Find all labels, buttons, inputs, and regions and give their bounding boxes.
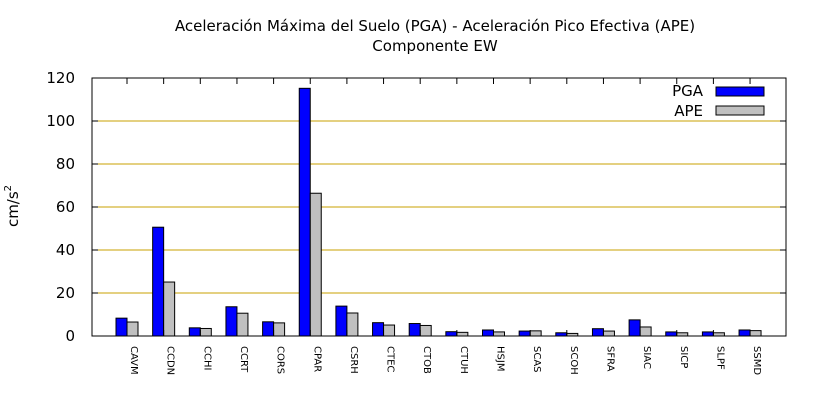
- legend: PGA APE: [672, 82, 765, 120]
- x-tick-label: CTUH: [458, 346, 469, 374]
- x-tick-label: SSMD: [751, 346, 762, 375]
- bar-pga-scas: [518, 330, 531, 337]
- x-tick-label: CTOB: [421, 346, 432, 374]
- bar-ape-ccdn: [163, 281, 176, 337]
- chart-subtitle: Componente EW: [372, 37, 498, 55]
- legend-label-pga: PGA: [672, 82, 704, 100]
- chart-title: Aceleración Máxima del Suelo (PGA) - Ace…: [175, 17, 695, 35]
- x-tick-label: SCOH: [568, 346, 579, 375]
- bar-pga-ccrt: [225, 306, 238, 337]
- bar-ape-csrh: [346, 312, 359, 337]
- y-axis-label-superscript: 2: [3, 185, 14, 191]
- bar-pga-sicp: [665, 331, 678, 337]
- bar-pga-cpar: [298, 87, 311, 337]
- gridlines: [92, 120, 786, 294]
- x-axis-ticks: CAVM CCDN CCHI CCRT CORS CPAR CSRH CTEC CTOB CTUH…: [126, 78, 762, 375]
- bars: [115, 87, 762, 337]
- y-tick-label: 120: [46, 69, 75, 87]
- bar-pga-hsjm: [482, 329, 494, 337]
- x-tick-label: HSJM: [495, 346, 506, 371]
- x-tick-label: CCDN: [165, 346, 176, 375]
- bar-ape-siac: [639, 326, 652, 337]
- y-tick-label: 80: [56, 155, 75, 173]
- legend-swatch-ape: [715, 105, 765, 116]
- y-tick-label: 20: [56, 284, 75, 302]
- bar-pga-ctec: [372, 322, 385, 337]
- x-tick-label: SICP: [678, 346, 689, 368]
- bar-ape-cpar: [309, 192, 322, 337]
- bar-pga-siac: [628, 319, 641, 337]
- bar-ape-cchi: [199, 327, 212, 337]
- bar-ape-scas: [529, 330, 542, 337]
- bar-pga-cchi: [188, 327, 201, 337]
- bar-ape-cors: [273, 322, 286, 337]
- bar-ape-sfra: [602, 330, 615, 337]
- bar-pga-cors: [262, 321, 275, 337]
- bar-ape-ssmd: [749, 330, 762, 337]
- bar-ape-cavm: [126, 321, 139, 337]
- bar-ape-ctuh: [456, 331, 469, 337]
- x-tick-label: CSRH: [348, 346, 359, 374]
- x-tick-label: CORS: [275, 346, 286, 374]
- bar-pga-csrh: [335, 305, 348, 337]
- y-tick-label: 40: [56, 241, 75, 259]
- y-tick-label: 0: [65, 327, 75, 345]
- bar-ape-hsjm: [493, 331, 505, 337]
- x-tick-label: SIAC: [641, 346, 652, 369]
- bar-pga-sfra: [591, 328, 604, 337]
- x-tick-label: CCRT: [238, 346, 249, 373]
- bar-pga-ssmd: [738, 329, 751, 337]
- bar-ape-ctob: [419, 324, 432, 337]
- x-tick-label: SLPF: [714, 346, 725, 370]
- legend-label-ape: APE: [674, 102, 703, 120]
- bar-pga-ctob: [408, 323, 421, 337]
- y-axis-ticks: 0 20 40 60 80 100 120: [46, 69, 786, 345]
- y-tick-label: 100: [46, 112, 75, 130]
- x-tick-label: SFRA: [604, 346, 615, 372]
- bar-pga-ctuh: [445, 331, 458, 337]
- bar-pga-ccdn: [152, 226, 165, 337]
- y-axis-label: cm/s2: [3, 185, 22, 227]
- y-tick-label: 60: [56, 198, 75, 216]
- x-tick-label: SCAS: [531, 346, 542, 373]
- x-tick-label: CPAR: [311, 346, 322, 372]
- x-tick-label: CAVM: [128, 346, 139, 375]
- y-axis-label-text: cm/s: [4, 191, 22, 227]
- x-tick-label: CTEC: [385, 346, 396, 372]
- bar-ape-ccrt: [236, 312, 249, 337]
- x-tick-label: CCHI: [201, 346, 212, 370]
- bar-ape-ctec: [383, 324, 396, 337]
- legend-swatch-pga: [715, 86, 765, 97]
- bar-pga-slpf: [701, 331, 714, 337]
- bar-pga-cavm: [115, 317, 128, 337]
